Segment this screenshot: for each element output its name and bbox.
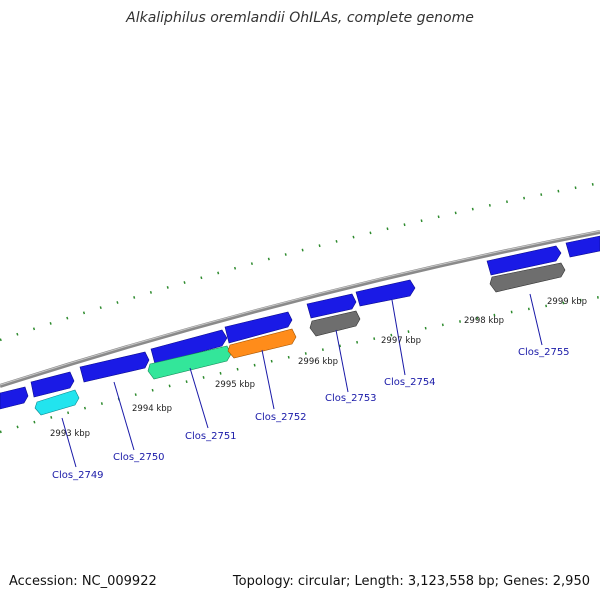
outer-tick-ring [0,181,600,342]
gene-label-clos-2750[interactable]: Clos_2750 [113,452,165,463]
scale-label: 2997 kbp [381,336,421,346]
gene-clos-2751[interactable] [147,345,232,380]
gene-block[interactable] [150,329,228,365]
accession-text: Accession: NC_009922 [9,574,157,589]
gene-label-clos-2755[interactable]: Clos_2755 [518,347,570,358]
genome-backbone [0,230,600,388]
gene-label-clos-2749[interactable]: Clos_2749 [52,470,104,481]
scale-label: 2994 kbp [132,404,172,414]
gene-block[interactable] [355,279,416,307]
genome-title: Alkaliphilus oremlandii OhILAs, complete… [126,10,474,26]
gene-clos-2752[interactable] [227,328,297,359]
gene-block[interactable] [306,293,357,319]
scale-label: 2998 kbp [464,316,504,326]
gene-block[interactable] [0,386,29,410]
gene-block[interactable] [486,245,562,276]
gene-block[interactable] [30,371,75,398]
scale-label: 2993 kbp [50,429,90,439]
gene-label-clos-2752[interactable]: Clos_2752 [255,412,307,423]
scale-label: 2996 kbp [298,357,338,367]
gene-block[interactable] [79,351,150,383]
gene-clos-2753[interactable] [309,310,361,337]
leader-lines [61,293,543,468]
gene-label-clos-2751[interactable]: Clos_2751 [185,431,237,442]
gene-label-clos-2753[interactable]: Clos_2753 [325,393,377,404]
gene-label-clos-2754[interactable]: Clos_2754 [384,377,436,388]
gene-block[interactable] [224,311,293,344]
gene-clos-2755[interactable] [489,262,566,293]
gene-block[interactable] [565,235,600,258]
scale-label: 2995 kbp [215,380,255,390]
forward-strand-genes [0,235,600,410]
genome-summary-text: Topology: circular; Length: 3,123,558 bp… [232,574,590,589]
gene-clos-2749[interactable] [34,389,80,416]
scale-label: 2999 kbp [547,297,587,307]
